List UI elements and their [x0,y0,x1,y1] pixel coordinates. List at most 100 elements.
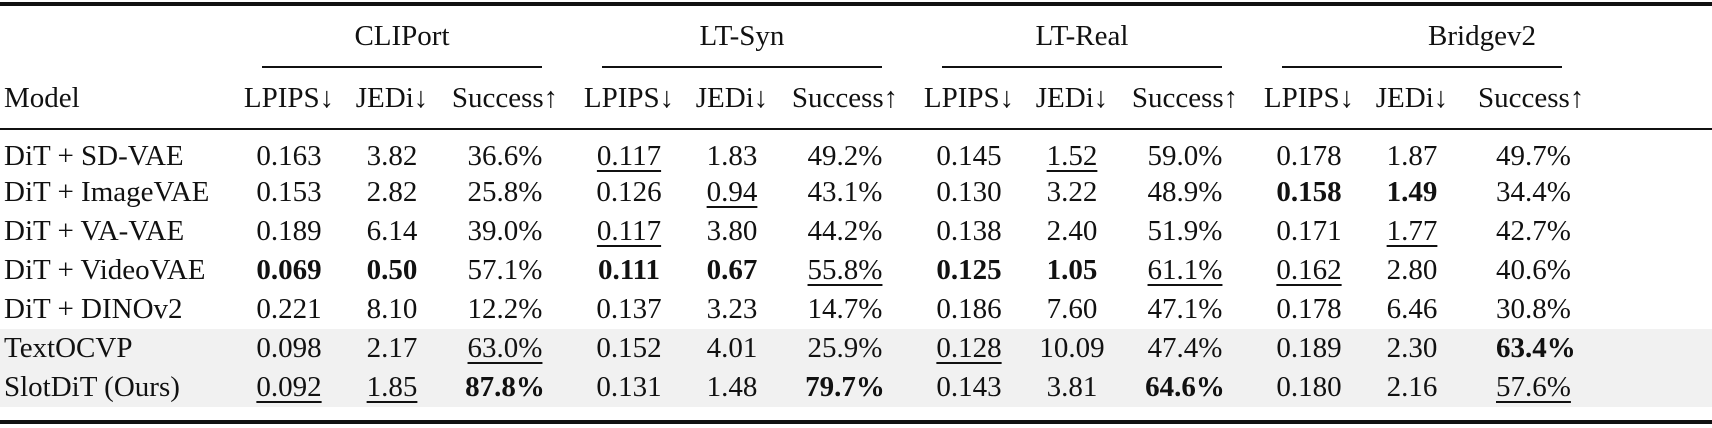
value-text: 14.7% [807,293,883,325]
value-text: 0.138 [936,215,1002,247]
value-text: 6.46 [1386,293,1438,325]
metric-header-jedi: JEDi↓ [1035,81,1109,114]
value-cell: 0.189 [1252,329,1366,368]
model-name-cell: SlotDiT (Ours) [0,368,232,407]
group-label: CLIPort [354,19,450,52]
value-cell: 6.46 [1366,290,1458,329]
group-header-row: CLIPort LT-Syn LT-Real Bridgev2 [0,4,1712,68]
value-cell: 3.80 [686,212,778,251]
metric-header-lpips: LPIPS↓ [923,81,1015,114]
value-text: 0.153 [256,176,322,208]
value-text: 0.67 [706,254,758,286]
value-cell: 0.152 [572,329,686,368]
results-table: CLIPort LT-Syn LT-Real Bridgev2 Model LP… [0,4,1712,407]
value-text: 1.87 [1386,140,1438,172]
value-text: 1.85 [366,371,418,403]
value-cell: 8.10 [346,290,438,329]
model-name-cell: TextOCVP [0,329,232,368]
value-text: 61.1% [1147,254,1223,286]
value-cell: 0.138 [912,212,1026,251]
metric-header-jedi: JEDi↓ [1375,81,1449,114]
value-cell: 36.6% [438,129,572,173]
value-cell: 0.163 [232,129,346,173]
value-text: 10.09 [1039,332,1105,364]
metric-header-success: Success↑ [791,81,899,114]
value-text: 47.4% [1147,332,1223,364]
value-cell: 7.60 [1026,290,1118,329]
group-rule [262,66,542,68]
value-cell: 0.069 [232,251,346,290]
value-cell: 1.87 [1366,129,1458,173]
value-cell: 0.162 [1252,251,1366,290]
metric-header-success: Success↑ [451,81,559,114]
value-text: 0.117 [596,215,662,247]
value-cell: 0.67 [686,251,778,290]
value-text: 51.9% [1147,215,1223,247]
value-text: 4.01 [706,332,758,364]
value-text: 57.1% [467,254,543,286]
bottom-rule [0,420,1712,424]
value-cell: 0.117 [572,212,686,251]
value-text: 0.130 [936,176,1002,208]
value-text: 1.05 [1046,254,1098,286]
value-cell: 0.186 [912,290,1026,329]
metric-header-jedi: JEDi↓ [695,81,769,114]
value-text: 0.158 [1276,176,1342,208]
metric-header-lpips: LPIPS↓ [583,81,675,114]
value-text: 0.163 [256,140,322,172]
value-text: 25.8% [467,176,543,208]
value-text: 0.178 [1276,293,1342,325]
value-text: 49.2% [807,140,883,172]
value-cell: 0.178 [1252,129,1366,173]
value-text: 63.0% [467,332,543,364]
value-cell: 0.128 [912,329,1026,368]
value-cell: 0.137 [572,290,686,329]
value-cell: 1.52 [1026,129,1118,173]
value-cell: 3.81 [1026,368,1118,407]
value-cell: 0.098 [232,329,346,368]
table-row: SlotDiT (Ours) 0.092 1.85 87.8% 0.131 1.48 79.… [0,368,1712,407]
value-text: 1.77 [1386,215,1438,247]
value-cell: 57.1% [438,251,572,290]
value-text: 2.16 [1386,371,1438,403]
value-cell: 48.9% [1118,173,1252,212]
value-cell: 0.221 [232,290,346,329]
value-cell: 3.82 [346,129,438,173]
value-cell: 1.48 [686,368,778,407]
table-row: DiT + VideoVAE 0.069 0.50 57.1% 0.111 0.67 55.… [0,251,1712,290]
value-text: 0.189 [1276,332,1342,364]
model-name-cell: DiT + VA-VAE [4,215,185,247]
value-text: 7.60 [1046,293,1098,325]
value-text: 47.1% [1147,293,1223,325]
value-cell: 0.189 [232,212,346,251]
value-text: 1.49 [1386,176,1438,208]
value-text: 0.162 [1276,254,1342,286]
value-cell: 44.2% [778,212,912,251]
value-text: 0.145 [936,140,1002,172]
value-text: 39.0% [467,215,543,247]
value-text: 55.8% [807,254,883,286]
model-name-cell: DiT + DINOv2 [4,293,183,325]
value-text: 0.126 [596,176,662,208]
value-cell: 64.6% [1118,368,1252,407]
group-rule [602,66,882,68]
group-label: LT-Syn [699,19,785,52]
value-cell: 0.50 [346,251,438,290]
value-cell: 3.22 [1026,173,1118,212]
group-rule [942,66,1222,68]
table-row: DiT + VA-VAE 0.189 6.14 39.0% 0.117 3.80 44.2%… [0,212,1712,251]
value-cell: 42.7% [1458,212,1712,251]
value-cell: 0.130 [912,173,1026,212]
value-cell: 0.158 [1252,173,1366,212]
model-name-cell: DiT + ImageVAE [4,176,210,208]
value-cell: 0.171 [1252,212,1366,251]
value-text: 1.52 [1046,140,1098,172]
value-text: 0.178 [1276,140,1342,172]
value-cell: 1.77 [1366,212,1458,251]
value-cell: 59.0% [1118,129,1252,173]
value-cell: 47.1% [1118,290,1252,329]
value-cell: 0.145 [912,129,1026,173]
model-column-header: Model [4,81,80,114]
value-cell: 87.8% [438,368,572,407]
